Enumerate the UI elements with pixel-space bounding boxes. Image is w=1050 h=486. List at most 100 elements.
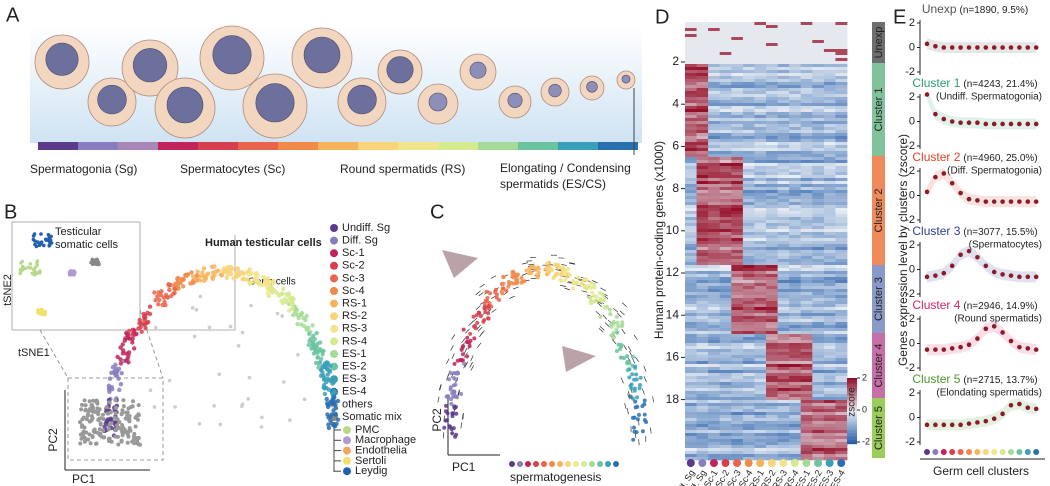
heatmap-cell [708, 319, 720, 322]
heatmap-cell [835, 157, 847, 160]
heatmap-cell [812, 46, 824, 49]
colorbar-cell [847, 418, 857, 420]
heatmap-cell [801, 157, 813, 160]
cell-point [279, 292, 283, 296]
heatmap-cell [708, 112, 720, 115]
heatmap-cell [685, 73, 697, 76]
heatmap-cell [720, 340, 732, 343]
heatmap-cell [789, 292, 801, 295]
heatmap-cell [766, 103, 778, 106]
heatmap-cell [835, 388, 847, 391]
heatmap-cell [789, 277, 801, 280]
heatmap-cell [731, 205, 743, 208]
heatmap-cell [766, 67, 778, 70]
heatmap-cell [720, 199, 732, 202]
heatmap-cell [720, 205, 732, 208]
cell-point [461, 352, 465, 356]
heatmap-cell [835, 298, 847, 301]
heatmap-cell [766, 172, 778, 175]
heatmap-cell [824, 193, 836, 196]
heatmap-cell [766, 37, 778, 40]
heatmap-cell [824, 325, 836, 328]
heatmap-cell [824, 391, 836, 394]
heatmap-cell [812, 391, 824, 394]
heatmap-cell [812, 292, 824, 295]
y-tick-label: 6 [672, 139, 679, 153]
heatmap-cell [731, 328, 743, 331]
heatmap-cell [812, 127, 824, 130]
heatmap-cell [766, 283, 778, 286]
heatmap-cell [766, 211, 778, 214]
cell-point [79, 407, 83, 411]
heatmap-cell [766, 202, 778, 205]
heatmap-cell [812, 445, 824, 448]
heatmap-cell [731, 37, 743, 40]
heatmap-cell [778, 397, 790, 400]
heatmap-cell [824, 334, 836, 337]
point [992, 45, 997, 50]
cluster-stats: (n=4960, 25.0%) [963, 153, 1037, 164]
heatmap-cell [766, 43, 778, 46]
heatmap-cell [778, 352, 790, 355]
heatmap-cell [766, 181, 778, 184]
point [992, 199, 997, 204]
heatmap-cell [697, 76, 709, 79]
heatmap-cell [708, 94, 720, 97]
heatmap-cell [720, 349, 732, 352]
cell-point [108, 401, 112, 405]
stage-bar [518, 142, 558, 150]
cell-point [117, 388, 121, 392]
heatmap-cell [801, 133, 813, 136]
heatmap-cell [801, 409, 813, 412]
heatmap-cell [801, 97, 813, 100]
heatmap-cell [708, 337, 720, 340]
heatmap-cell [685, 226, 697, 229]
heatmap-cell [720, 91, 732, 94]
heatmap-cell [778, 412, 790, 415]
heatmap-cell [824, 289, 836, 292]
heatmap-cell [754, 112, 766, 115]
heatmap-cell [697, 205, 709, 208]
heatmap-cell [697, 409, 709, 412]
heatmap-cell [835, 304, 847, 307]
heatmap-cell [835, 109, 847, 112]
heatmap-cell [812, 178, 824, 181]
heatmap-cell [731, 244, 743, 247]
heatmap-cell [789, 241, 801, 244]
cell-point [48, 244, 52, 248]
heatmap-cell [754, 205, 766, 208]
heatmap-cell [801, 121, 813, 124]
heatmap-cell [743, 301, 755, 304]
heatmap-cell [778, 265, 790, 268]
heatmap-cell [743, 124, 755, 127]
cell-point [625, 354, 629, 358]
heatmap-cell [812, 340, 824, 343]
heatmap-cell [766, 52, 778, 55]
velocity-arrow [560, 285, 566, 286]
heatmap-cell [801, 187, 813, 190]
heatmap-cell [835, 391, 847, 394]
heatmap-cell [708, 139, 720, 142]
heatmap-cell [697, 49, 709, 52]
heatmap-cell [801, 235, 813, 238]
heatmap-cell [801, 259, 813, 262]
point [1017, 45, 1022, 50]
heatmap-cell [697, 343, 709, 346]
cell-point [132, 346, 136, 350]
heatmap-cell [720, 316, 732, 319]
heatmap-cell [743, 28, 755, 31]
heatmap-cell [731, 136, 743, 139]
heatmap-cell [731, 202, 743, 205]
heatmap-cell [731, 142, 743, 145]
cell-point [131, 334, 135, 338]
heatmap-cell [766, 124, 778, 127]
heatmap-cell [743, 223, 755, 226]
cell-point [286, 293, 290, 297]
category-dot [837, 459, 845, 467]
heatmap-cell [824, 100, 836, 103]
cell-point [635, 395, 639, 399]
heatmap-cell [697, 361, 709, 364]
heatmap-cell [801, 355, 813, 358]
point [1026, 45, 1031, 50]
heatmap-cell [789, 340, 801, 343]
